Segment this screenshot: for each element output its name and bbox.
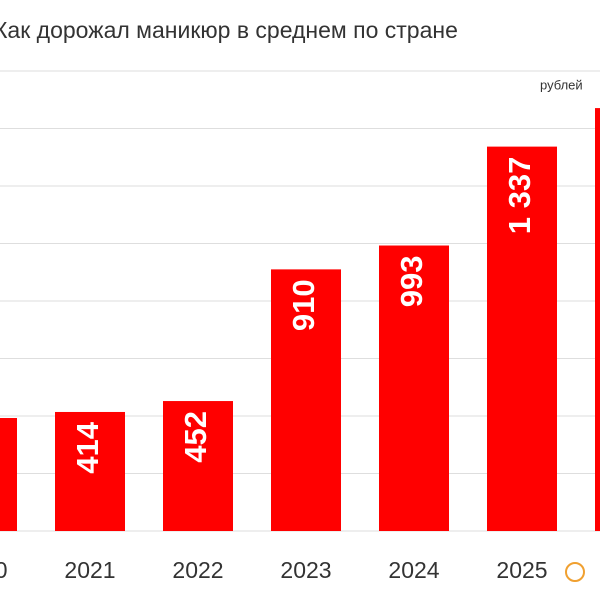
bar [595,108,600,532]
bar [487,146,557,532]
value-label: 910 [286,279,321,331]
bar [163,401,233,531]
watermark-icon [565,562,585,582]
bar [379,245,449,531]
x-tick-label: 2023 [280,557,331,583]
chart-title: Как дорожал маникюр в среднем по стране [0,17,458,43]
value-label: 452 [178,411,213,463]
x-tick-label: 2021 [64,557,115,583]
bar [271,269,341,531]
value-label: 414 [70,421,105,473]
value-label: 993 [394,256,429,308]
bar [0,418,17,531]
x-tick-label: 2024 [388,557,439,583]
value-label: 1 337 [502,157,537,235]
x-tick-label: 2022 [172,557,223,583]
bar [55,411,125,531]
x-tick-label: 2025 [496,557,547,583]
unit-label: рублей [540,77,583,92]
x-tick-label: 2020 [0,557,8,583]
